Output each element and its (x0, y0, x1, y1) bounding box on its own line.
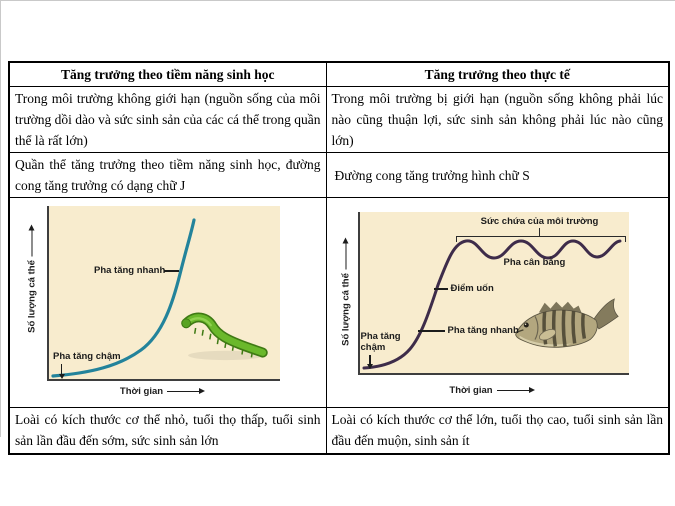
slow-phase-label-left: Pha tăng chậm (53, 351, 121, 362)
j-curve (51, 218, 196, 378)
fast-phase-leader-line (417, 330, 445, 332)
slow-phase-label-right: Pha tăng chậm (360, 331, 401, 353)
balance-phase-label: Pha cân bằng (503, 257, 566, 268)
inflection-point-label: Điểm uốn (450, 283, 494, 294)
page-top-edge-line (0, 0, 675, 1)
right-arrow-icon (496, 385, 535, 396)
y-axis-label-left: Số lượng cá thể (26, 204, 38, 354)
s-curve-graph: Số lượng cá thể Sức chứa của môi trường … (332, 199, 664, 406)
y-axis-label-right: Số lượng cá thể (340, 217, 351, 367)
j-curve-plot-area (47, 206, 280, 381)
fast-phase-label-left: Pha tăng nhanh (94, 265, 166, 276)
curve-description-row: Quần thể tăng trưởng theo tiềm năng sinh… (8, 152, 670, 198)
s-curve (362, 239, 621, 370)
inflection-leader-line (433, 288, 448, 290)
header-actual-growth: Tăng trưởng theo thực tế (325, 61, 670, 87)
bracket-center-tick (538, 228, 540, 236)
table-header-row: Tăng trưởng theo tiềm năng sinh học Tăng… (8, 61, 670, 87)
curve-left-cell: Quần thể tăng trưởng theo tiềm năng sinh… (8, 152, 327, 198)
right-arrow-icon (167, 386, 206, 397)
x-axis-label-left: Thời gian (47, 386, 278, 397)
slow-phase-down-arrow-icon (58, 364, 65, 379)
environment-row: Trong môi trường không giới hạn (nguồn s… (8, 86, 670, 153)
up-arrow-icon (26, 224, 37, 257)
slow-phase-down-arrow-icon (367, 355, 374, 369)
page-left-edge-line (0, 0, 1, 437)
header-biological-potential: Tăng trưởng theo tiềm năng sinh học (8, 61, 327, 87)
species-row: Loài có kích thước cơ thể nhỏ, tuổi thọ … (8, 407, 670, 454)
x-axis-label-right: Thời gian (358, 385, 627, 396)
j-curve-graph-cell: Số lượng cá thể Pha tăng nhanh Pha tăng … (8, 197, 327, 408)
j-curve-graph: Số lượng cá thể Pha tăng nhanh Pha tăng … (15, 199, 321, 406)
growth-comparison-table: Tăng trưởng theo tiềm năng sinh học Tăng… (8, 61, 670, 455)
fish-image (513, 298, 619, 348)
species-right-cell: Loài có kích thước cơ thể lớn, tuổi thọ … (325, 407, 670, 454)
graphs-row: Số lượng cá thể Pha tăng nhanh Pha tăng … (8, 197, 670, 408)
s-curve-graph-cell: Số lượng cá thể Sức chứa của môi trường … (325, 197, 670, 408)
environment-right-cell: Trong môi trường bị giới hạn (nguồn sống… (325, 86, 670, 153)
up-arrow-icon (340, 237, 351, 270)
environment-left-cell: Trong môi trường không giới hạn (nguồn s… (8, 86, 327, 153)
caterpillar-image (181, 312, 268, 361)
species-left-cell: Loài có kích thước cơ thể nhỏ, tuổi thọ … (8, 407, 327, 454)
carrying-capacity-label: Sức chứa của môi trường (480, 216, 599, 227)
curve-right-cell: Đường cong tăng trưởng hình chữ S (325, 152, 670, 198)
s-curve-plot-area (357, 212, 629, 375)
fast-phase-leader-line (164, 270, 179, 272)
carrying-capacity-bracket (455, 236, 626, 242)
fast-phase-label-right: Pha tăng nhanh (447, 325, 519, 336)
